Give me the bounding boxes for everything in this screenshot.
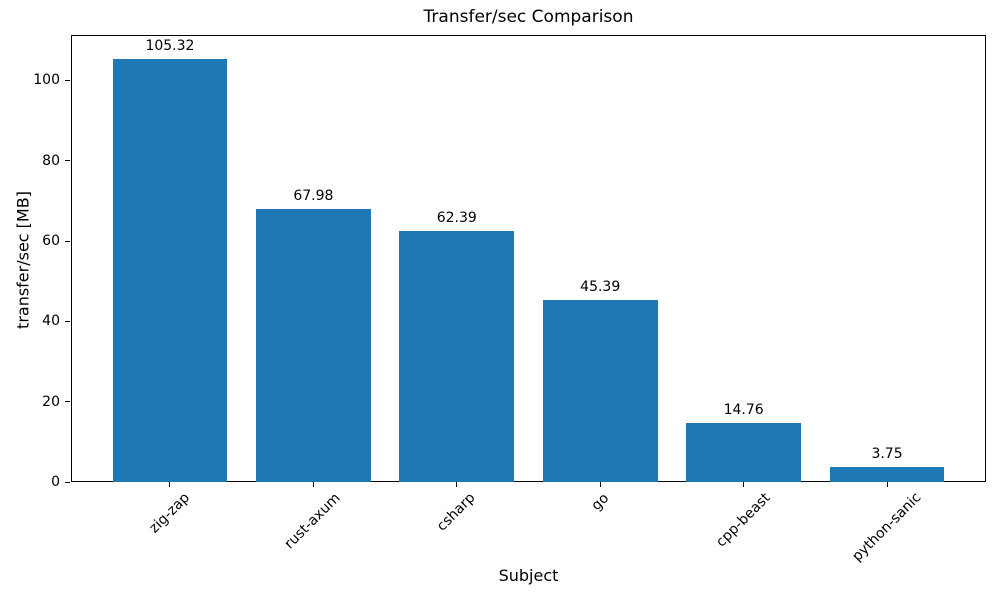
y-tick-mark <box>65 79 70 81</box>
x-tick-label: rust-axum <box>281 490 344 553</box>
y-tick-label: 100 <box>33 72 60 89</box>
bar <box>542 299 658 482</box>
x-tick-mark <box>599 482 601 487</box>
bar-value-label: 62.39 <box>436 210 477 227</box>
bar <box>829 466 945 482</box>
bar-value-label: 105.32 <box>145 38 195 55</box>
y-tick-mark <box>65 240 70 242</box>
bar-value-label: 45.39 <box>580 278 621 295</box>
bar-value-label: 67.98 <box>293 187 334 204</box>
y-tick-label: 20 <box>42 393 60 410</box>
chart-title: Transfer/sec Comparison <box>423 7 634 27</box>
x-tick-mark <box>456 482 458 487</box>
x-tick-label: python-sanic <box>849 489 925 566</box>
bar <box>686 422 801 482</box>
y-axis-label: transfer/sec [MB] <box>13 191 33 329</box>
y-tick-label: 80 <box>42 152 60 169</box>
y-tick-label: 40 <box>42 313 60 330</box>
y-tick-label: 60 <box>42 233 60 250</box>
bar <box>256 208 371 482</box>
x-tick-label: go <box>588 489 612 514</box>
y-tick-mark <box>65 481 70 483</box>
bar-value-label: 14.76 <box>723 401 764 418</box>
y-tick-mark <box>65 401 70 403</box>
bar <box>399 231 515 482</box>
y-tick-mark <box>65 160 70 162</box>
bar <box>112 59 228 482</box>
x-tick-label: csharp <box>434 489 479 535</box>
x-tick-mark <box>312 482 314 487</box>
x-tick-mark <box>743 482 745 487</box>
x-tick-label: cpp-beast <box>713 489 774 551</box>
y-tick-mark <box>65 320 70 322</box>
x-tick-label: zig-zap <box>146 489 193 537</box>
y-tick-label: 0 <box>51 474 60 490</box>
x-axis-label: Subject <box>498 566 559 585</box>
x-tick-mark <box>886 482 888 487</box>
bar-value-label: 3.75 <box>871 445 903 462</box>
x-tick-mark <box>169 482 171 487</box>
